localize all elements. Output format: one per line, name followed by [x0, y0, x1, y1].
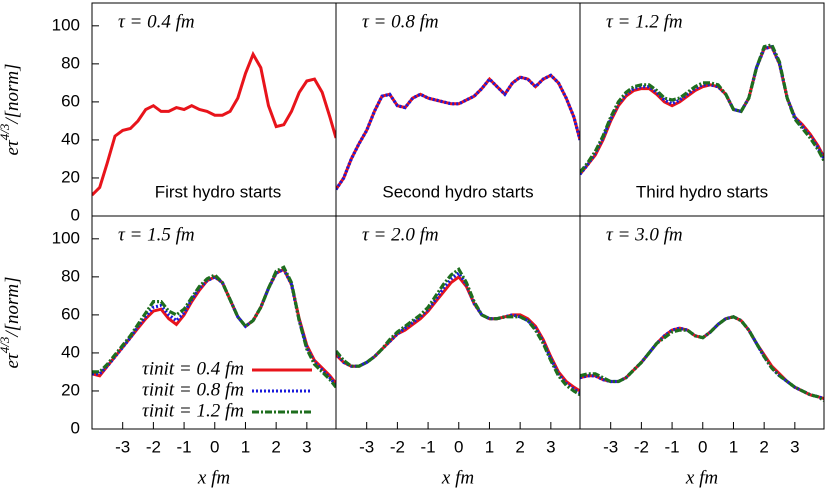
panel-title: τ = 0.8 fm [362, 11, 439, 32]
x-tick-label: 2 [759, 437, 768, 456]
series-line [580, 44, 824, 176]
panel-title: τ = 3.0 fm [606, 224, 683, 245]
annotation: Third hydro starts [636, 182, 768, 201]
x-tick-label: -1 [665, 437, 680, 456]
panel-title: τ = 1.2 fm [606, 11, 683, 32]
x-tick-label: 2 [271, 437, 280, 456]
x-axis-label: x fm [685, 467, 718, 488]
x-tick-label: 1 [485, 437, 494, 456]
y-tick-label: 100 [52, 228, 80, 247]
series-line [336, 266, 580, 397]
series-line [336, 73, 580, 191]
x-axis-label: x fm [197, 467, 230, 488]
x-tick-label: 3 [302, 437, 311, 456]
x-tick-label: 0 [454, 437, 463, 456]
series-line [580, 42, 824, 174]
y-tick-label: 20 [61, 167, 80, 186]
x-tick-label: -2 [146, 437, 161, 456]
legend-label: τinit = 0.4 fm [142, 358, 244, 379]
y-axis-label: eτ4/3/[norm] [0, 63, 23, 155]
panel-title: τ = 2.0 fm [362, 224, 439, 245]
y-label-part: /[norm] [2, 63, 23, 124]
y-tick-label: 40 [61, 342, 80, 361]
panel-frame [579, 215, 825, 430]
y-tick-label: 20 [61, 380, 80, 399]
x-tick-label: 3 [790, 437, 799, 456]
y-tick-label: 0 [71, 205, 80, 224]
series-line [336, 274, 580, 393]
panel-title: τ = 0.4 fm [118, 11, 195, 32]
x-tick-label: -3 [603, 437, 618, 456]
x-tick-label: -1 [177, 437, 192, 456]
y-tick-label: 60 [61, 91, 80, 110]
series-line [580, 315, 824, 401]
y-tick-label: 60 [61, 304, 80, 323]
x-tick-label: 1 [241, 437, 250, 456]
y-axis-label: eτ4/3/[norm] [0, 276, 23, 368]
series-line [336, 73, 580, 191]
series-line [580, 315, 824, 402]
y-label-sup: 4/3 [0, 336, 12, 353]
x-tick-label: -2 [634, 437, 649, 456]
x-tick-label: 1 [729, 437, 738, 456]
annotation: First hydro starts [155, 182, 282, 201]
x-tick-label: 3 [546, 437, 555, 456]
x-axis-label: x fm [441, 467, 474, 488]
y-tick-label: 100 [52, 15, 80, 34]
series-line [336, 270, 580, 395]
y-tick-label: 40 [61, 129, 80, 148]
panel-frame [335, 215, 581, 430]
y-tick-label: 80 [61, 53, 80, 72]
panel-title: τ = 1.5 fm [118, 224, 195, 245]
x-tick-label: -3 [115, 437, 130, 456]
y-tick-label: 80 [61, 266, 80, 285]
y-label-part: /[norm] [2, 276, 23, 337]
x-tick-label: -2 [390, 437, 405, 456]
y-label-sup: 4/3 [0, 123, 12, 140]
y-label-part: eτ [2, 352, 23, 368]
x-tick-label: 0 [698, 437, 707, 456]
x-tick-label: -3 [359, 437, 374, 456]
series-line [92, 50, 336, 197]
x-tick-label: 0 [210, 437, 219, 456]
y-label-part: eτ [2, 139, 23, 155]
x-tick-label: -1 [421, 437, 436, 456]
annotation: Second hydro starts [382, 182, 533, 201]
series-line [580, 315, 824, 401]
x-tick-label: 2 [515, 437, 524, 456]
legend-label: τinit = 0.8 fm [142, 379, 244, 400]
series-line [92, 265, 336, 389]
y-tick-label: 0 [71, 418, 80, 437]
legend-label: τinit = 1.2 fm [142, 400, 244, 421]
